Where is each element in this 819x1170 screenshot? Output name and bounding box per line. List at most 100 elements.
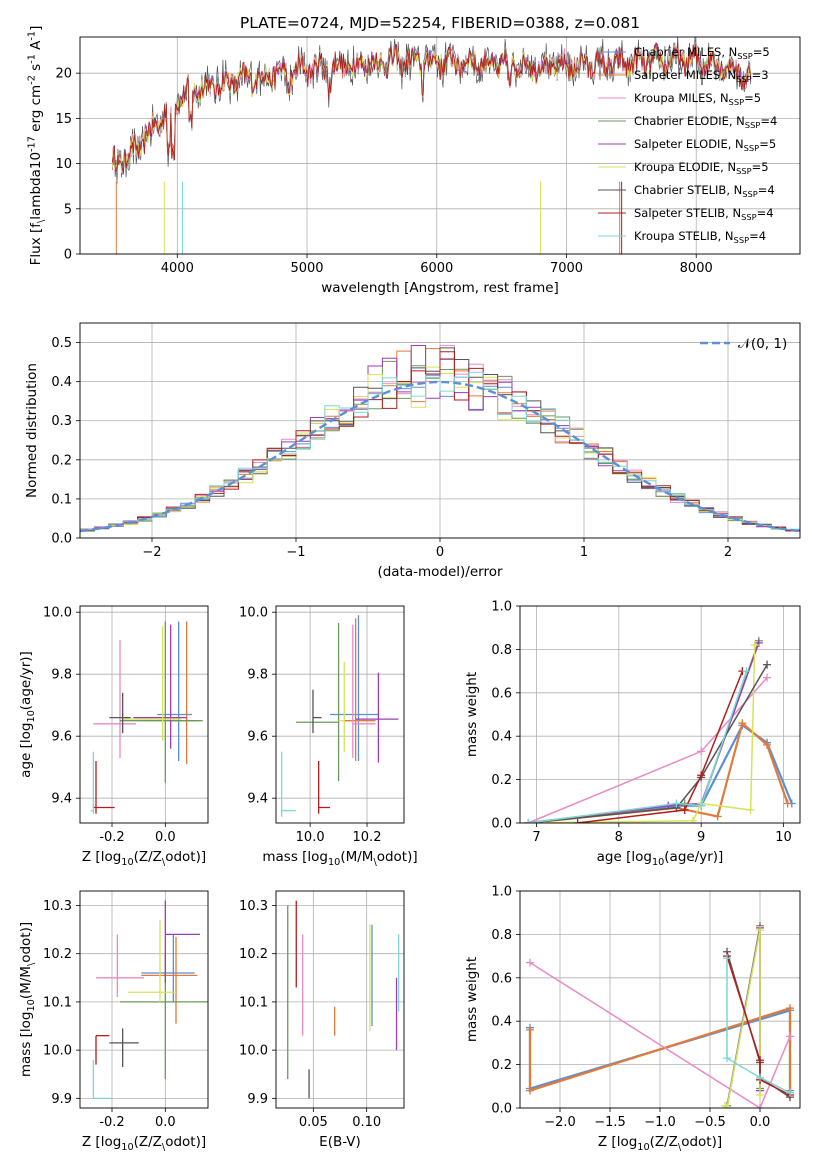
panel-mass-weight-vs-Z: −2.0 −1.5 −1.0 −0.5 0.0 0.0 0.2 0.4 0.6 0.8 1.0 Z [… (464, 885, 801, 1153)
y-tick-label: 10.0 (239, 1044, 268, 1059)
x-tick-label: −2 (142, 545, 161, 560)
weight-marker (526, 1025, 534, 1034)
weight-line (528, 1006, 792, 1093)
x-tick-label: 6000 (420, 261, 453, 276)
gaussian-curve (80, 380, 800, 533)
weight-marker (756, 1073, 764, 1082)
weight-marker (697, 747, 706, 756)
legend-label: 𝒩(0, 1) (738, 336, 787, 352)
axes-frame (79, 605, 209, 824)
axes-frame (275, 605, 405, 824)
legend-label: Salpeter ELODIE, NSSP=5 (634, 137, 776, 153)
panel-residuals: −2 −1 0 1 2 0.0 0.1 0.2 0.3 0.4 0.5 (data-model)/er… (24, 322, 801, 580)
plot-area (90, 621, 203, 814)
weight-marker (526, 958, 534, 967)
weight-marker (524, 819, 533, 823)
y-tick-label: 0.6 (491, 971, 512, 986)
histogram-step (80, 371, 800, 533)
y-tick-label: 0.0 (491, 1102, 512, 1117)
weight-marker (756, 1056, 764, 1065)
y-tick-label: 0.1 (51, 492, 72, 507)
y-tick-label: 5 (64, 202, 72, 217)
x-tick-label: 1 (580, 545, 588, 560)
y-tick-label: 0.2 (51, 453, 72, 468)
x-tick-label: 4000 (161, 261, 194, 276)
weight-line (528, 723, 793, 823)
weight-line (528, 670, 748, 823)
panel-age-vs-Z: -0.2 0.0 9.4 9.6 9.8 10.0 Z [log10(Z/Z\odot)] a… (18, 605, 209, 868)
y-tick-label: 0.0 (51, 532, 72, 547)
figure-title: PLATE=0724, MJD=52254, FIBERID=0388, z=0… (240, 14, 640, 32)
y-tick-label: 0.4 (491, 730, 512, 745)
x-tick-label: 0.0 (155, 830, 176, 845)
y-tick-label: 10.0 (43, 606, 72, 621)
y-tick-label: 0.8 (491, 643, 512, 658)
y-tick-label: 10 (55, 157, 72, 172)
legend-label: Salpeter MILES, NSSP=3 (634, 68, 769, 84)
y-tick-label: 9.4 (247, 792, 268, 807)
y-tick-label: 0.3 (51, 414, 72, 429)
weight-line (724, 929, 761, 1108)
y-tick-label: 1.0 (491, 885, 512, 900)
x-axis-label: (data-model)/error (377, 564, 503, 580)
legend-label: Salpeter STELIB, NSSP=4 (634, 206, 774, 222)
axes-frame (519, 605, 801, 824)
x-tick-label: 9 (697, 830, 705, 845)
panel-mass-vs-EBV: 0.05 0.10 9.9 10.0 10.1 10.2 10.3 E(B-V) (239, 890, 405, 1150)
weight-marker (756, 1090, 764, 1099)
x-axis-label: mass [log10(M/M\odot)] (262, 849, 417, 868)
grid (276, 606, 404, 823)
x-axis-label: Z [log10(Z/Z\odot)] (82, 1134, 206, 1153)
x-tick-label: −2.0 (544, 1115, 576, 1130)
weight-marker (723, 1104, 731, 1108)
weight-line (726, 955, 791, 1096)
weight-marker (742, 667, 751, 676)
weight-marker (738, 719, 747, 728)
x-tick-label: 7 (532, 830, 540, 845)
axes-frame (79, 322, 801, 539)
plot-area (80, 344, 800, 534)
y-tick-label: 10.0 (43, 1044, 72, 1059)
weight-marker (746, 805, 755, 814)
y-tick-label: 0.0 (491, 817, 512, 832)
axes-frame (79, 890, 209, 1109)
x-tick-label: 8000 (680, 261, 713, 276)
x-tick-label: 0 (436, 545, 444, 560)
weight-marker (756, 1104, 764, 1108)
weight-line (528, 664, 768, 823)
y-axis-label: mass weight (464, 957, 480, 1042)
legend: 𝒩(0, 1) (700, 336, 787, 352)
plot-area (281, 615, 399, 817)
y-axis-label: mass [log10(M/M\odot)] (18, 922, 37, 1077)
panel-mass-vs-Z: -0.2 0.0 9.9 10.0 10.1 10.2 10.3 Z [log10(Z/Z\o… (18, 890, 209, 1153)
weight-marker (723, 954, 731, 963)
plot-area (112, 37, 752, 254)
x-tick-label: 0.10 (352, 1115, 381, 1130)
weight-marker (756, 926, 764, 935)
weight-marker (723, 1054, 731, 1063)
y-tick-label: 10.2 (43, 947, 72, 962)
x-axis-label: wavelength [Angstrom, rest frame] (321, 280, 559, 296)
y-axis-label: Normed distribution (24, 363, 40, 498)
weight-marker (526, 1086, 534, 1095)
x-tick-label: 7000 (550, 261, 583, 276)
x-tick-label: 0.05 (299, 1115, 328, 1130)
weight-marker (713, 812, 722, 821)
x-tick-label: 5000 (290, 261, 323, 276)
y-tick-label: 0 (64, 248, 72, 263)
weight-marker (763, 660, 772, 669)
panel-age-vs-mass: 10.0 10.2 9.4 9.6 9.8 10.0 mass [log10(M/M\odo… (239, 605, 418, 868)
x-tick-label: 10 (775, 830, 792, 845)
y-tick-label: 1.0 (491, 600, 512, 615)
x-tick-label: 0.0 (750, 1115, 771, 1130)
axes-frame (79, 36, 801, 255)
legend-label: Chabrier STELIB, NSSP=4 (634, 183, 775, 199)
y-tick-label: 10.2 (239, 947, 268, 962)
weight-line (577, 670, 744, 823)
plot-area (526, 921, 794, 1108)
legend-label: Chabrier MILES, NSSP=5 (634, 45, 770, 61)
y-tick-label: 0.2 (491, 1058, 512, 1073)
